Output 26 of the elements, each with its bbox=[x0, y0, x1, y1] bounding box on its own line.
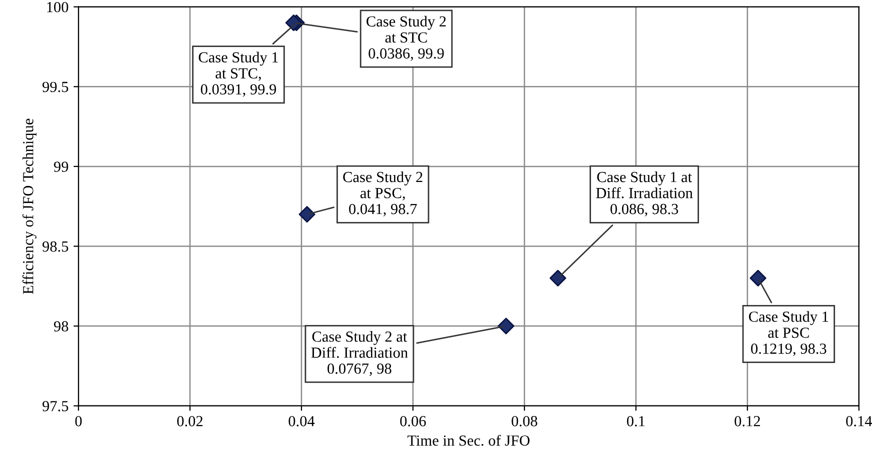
x-tick-label: 0.14 bbox=[846, 416, 872, 426]
point bbox=[298, 206, 316, 223]
x-tick-label: 0.1 bbox=[626, 416, 645, 426]
point bbox=[750, 270, 766, 286]
annotation: Case Study 2 at Diff. Irradiation 0.0767, 98 bbox=[311, 331, 408, 376]
x-tick-label: 0 bbox=[75, 416, 82, 426]
annotation: Case Study 2 at PSC, 0.041, 98.7 bbox=[343, 171, 422, 216]
y-tick-label: 99.5 bbox=[42, 82, 68, 92]
y-axis-title: Efficiency of JFO Technique bbox=[22, 118, 36, 294]
x-tick-label: 0.04 bbox=[288, 416, 315, 426]
point bbox=[550, 270, 566, 286]
x-tick-label: 0.06 bbox=[400, 416, 426, 426]
y-tick-label: 98.5 bbox=[42, 241, 68, 252]
y-tick-label: 97.5 bbox=[42, 401, 68, 412]
x-tick-label: 0.12 bbox=[734, 416, 760, 426]
y-tick-label: 98 bbox=[54, 321, 68, 332]
point bbox=[498, 318, 514, 334]
x-tick-label: 0.08 bbox=[512, 416, 538, 426]
annotation: Case Study 1 at PSC 0.1219, 98.3 bbox=[748, 311, 828, 356]
y-tick-label: 99 bbox=[54, 162, 68, 172]
x-tick-label: 0.02 bbox=[177, 416, 202, 426]
y-tick-label: 100 bbox=[47, 2, 68, 12]
annotation: Case Study 1 at STC, 0.0391, 99.9 bbox=[198, 52, 278, 97]
annotation: Case Study 1 at Diff. Irradiation 0.086, 98.3 bbox=[596, 171, 693, 216]
x-axis-title: Time in Sec. of JFO bbox=[408, 434, 530, 446]
annotation: Case Study 2 at STC 0.0386, 99.9 bbox=[366, 16, 446, 61]
